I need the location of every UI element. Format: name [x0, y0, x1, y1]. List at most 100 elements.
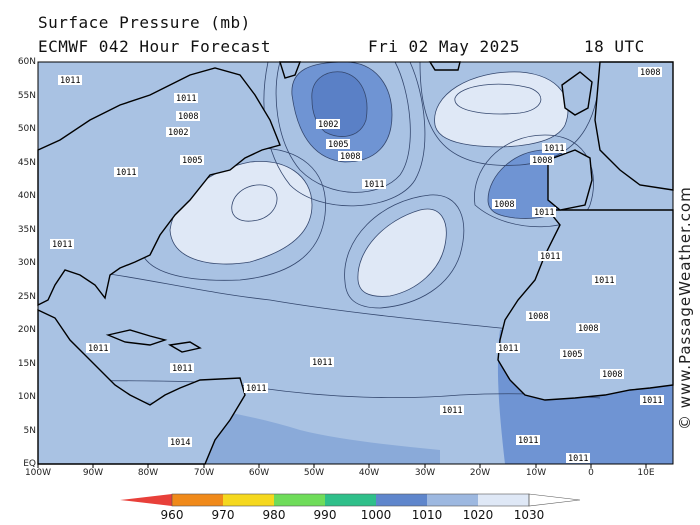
pressure-label: 1011 — [174, 93, 198, 104]
high-pressure-center-1024 — [231, 184, 278, 222]
svg-text:1011: 1011 — [364, 180, 384, 190]
colorbar-label: 980 — [262, 508, 286, 522]
land-outlines — [37, 61, 674, 465]
lon-label: 20W — [469, 468, 491, 478]
axis-ticks — [37, 464, 647, 468]
lon-label: 10W — [525, 468, 547, 478]
high-pressure-west-atlantic — [169, 161, 313, 265]
colorbar-cell — [325, 494, 376, 506]
svg-text:1005: 1005 — [562, 350, 582, 360]
svg-text:1011: 1011 — [442, 406, 462, 416]
pressure-label: 1011 — [114, 167, 138, 178]
pressure-label: 1011 — [542, 143, 566, 154]
lon-label: 60W — [248, 468, 270, 478]
pressure-label: 1008 — [638, 67, 662, 78]
svg-text:1011: 1011 — [312, 358, 332, 368]
pressure-label: 1008 — [176, 111, 200, 122]
svg-text:1011: 1011 — [60, 76, 80, 86]
high-pressure-inner-ring — [454, 83, 542, 115]
pressure-label: 1011 — [58, 75, 82, 86]
svg-text:1008: 1008 — [528, 312, 548, 322]
colorbar-cell — [223, 494, 274, 506]
pressure-label: 1002 — [166, 127, 190, 138]
colorbar-label: 1000 — [360, 508, 392, 522]
lat-label: 30N — [17, 258, 36, 268]
lat-label: EQ — [23, 459, 36, 469]
svg-text:1011: 1011 — [172, 364, 192, 374]
svg-text:1011: 1011 — [176, 94, 196, 104]
svg-text:1011: 1011 — [568, 454, 588, 464]
forecast-date: Fri 02 May 2025 — [368, 37, 520, 56]
svg-text:1011: 1011 — [88, 344, 108, 354]
svg-text:1002: 1002 — [318, 120, 338, 130]
site-credit: © www.PassageWeather.com — [676, 186, 694, 430]
colorbar-label: 990 — [313, 508, 337, 522]
map-frame — [37, 61, 674, 465]
svg-text:1011: 1011 — [534, 208, 554, 218]
svg-text:1008: 1008 — [640, 68, 660, 78]
pressure-label: 1011 — [50, 239, 74, 250]
pressure-label: 1011 — [170, 363, 194, 374]
lat-label: 55N — [17, 91, 36, 101]
pressure-label: 1011 — [86, 343, 110, 354]
pressure-label: 1008 — [576, 323, 600, 334]
colorbar-cell — [478, 494, 529, 506]
svg-text:1011: 1011 — [594, 276, 614, 286]
svg-text:1011: 1011 — [642, 396, 662, 406]
svg-text:1008: 1008 — [178, 112, 198, 122]
svg-text:1011: 1011 — [518, 436, 538, 446]
colorbar-label: 970 — [211, 508, 235, 522]
lon-label: 50W — [303, 468, 325, 478]
lat-label: 60N — [17, 57, 36, 67]
svg-text:1011: 1011 — [498, 344, 518, 354]
iberia — [547, 149, 593, 211]
svg-text:1008: 1008 — [578, 324, 598, 334]
forecast-time: 18 UTC — [584, 37, 645, 56]
colorbar-label: 960 — [160, 508, 184, 522]
lat-label: 20N — [17, 325, 36, 335]
lat-label: 35N — [17, 225, 36, 235]
forecast-model: ECMWF 042 Hour Forecast — [38, 37, 272, 56]
svg-text:1008: 1008 — [340, 152, 360, 162]
svg-text:1011: 1011 — [540, 252, 560, 262]
pressure-label: 1011 — [244, 383, 268, 394]
colorbar-cell — [528, 493, 581, 507]
lat-label: 40N — [17, 191, 36, 201]
pressure-label: 1008 — [530, 155, 554, 166]
lon-label: 80W — [137, 468, 159, 478]
pressure-label: 1011 — [362, 179, 386, 190]
pressure-label: 1008 — [600, 369, 624, 380]
pressure-label: 1005 — [560, 349, 584, 360]
lat-label: 25N — [17, 292, 36, 302]
cuba — [105, 329, 168, 346]
lon-label: 0 — [588, 468, 594, 478]
pressure-label: 1005 — [326, 139, 350, 150]
pressure-label: 1002 — [316, 119, 340, 130]
pressure-label: 1014 — [168, 437, 192, 448]
lon-label: 30W — [414, 468, 436, 478]
pressure-label: 1011 — [592, 275, 616, 286]
colorbar-cell — [120, 494, 172, 506]
svg-text:1011: 1011 — [116, 168, 136, 178]
pressure-label: 1011 — [516, 435, 540, 446]
svg-text:1011: 1011 — [544, 144, 564, 154]
lat-label: 10N — [17, 392, 36, 402]
lat-label: 50N — [17, 124, 36, 134]
lat-label: 45N — [17, 158, 36, 168]
north-america-coast — [37, 67, 281, 307]
pressure-label: 1011 — [440, 405, 464, 416]
pressure-label: 1011 — [310, 357, 334, 368]
lon-label: 10E — [637, 468, 655, 478]
lon-label: 40W — [358, 468, 380, 478]
svg-text:1008: 1008 — [532, 156, 552, 166]
svg-text:1008: 1008 — [494, 200, 514, 210]
pressure-label: 1011 — [538, 251, 562, 262]
africa-coast — [497, 209, 674, 401]
pressure-label-group: 1002 1005 1008 1011 1008 1005 1002 1011 … — [50, 67, 664, 464]
pressure-label: 1011 — [640, 395, 664, 406]
lat-label: 5N — [23, 426, 36, 436]
pressure-label: 1011 — [532, 207, 556, 218]
hispaniola — [167, 341, 202, 353]
colorbar — [120, 493, 581, 507]
pressure-label: 1011 — [566, 453, 590, 464]
